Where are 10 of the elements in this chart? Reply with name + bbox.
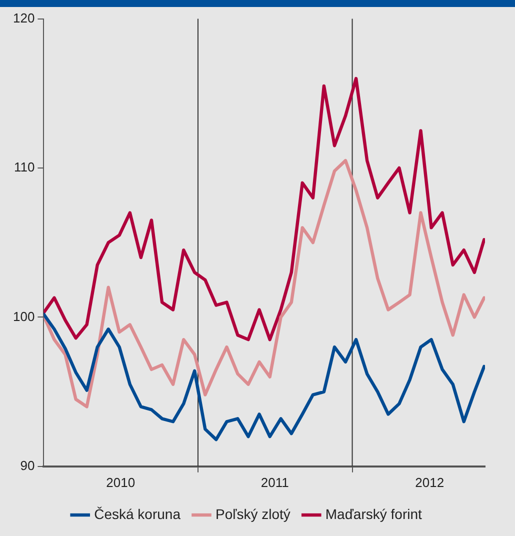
x-tick-label: 2012 (415, 474, 444, 490)
legend-label: Poľský zlotý (215, 506, 290, 522)
legend-label: Maďarský forint (325, 506, 422, 522)
legend-label: Česká koruna (94, 506, 181, 522)
y-tick-label: 90 (20, 458, 35, 473)
x-tick-label: 2011 (260, 474, 289, 490)
y-tick-label: 110 (14, 160, 35, 175)
y-tick-label: 120 (12, 10, 35, 26)
x-tick-label: 2010 (106, 474, 136, 490)
y-tick-label: 100 (12, 308, 35, 324)
